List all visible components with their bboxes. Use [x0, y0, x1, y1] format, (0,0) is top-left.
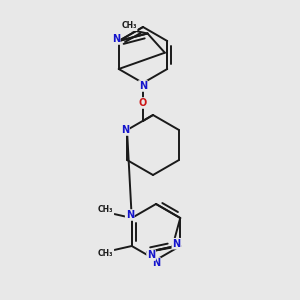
Text: N: N — [172, 239, 181, 249]
Text: N: N — [147, 250, 155, 260]
Text: N: N — [152, 258, 160, 268]
Text: N: N — [121, 125, 129, 135]
Text: N: N — [112, 34, 120, 44]
Text: CH₃: CH₃ — [98, 250, 113, 259]
Text: O: O — [139, 98, 147, 108]
Text: CH₃: CH₃ — [121, 21, 137, 30]
Text: N: N — [139, 81, 147, 91]
Text: N: N — [126, 210, 134, 220]
Text: CH₃: CH₃ — [98, 206, 113, 214]
